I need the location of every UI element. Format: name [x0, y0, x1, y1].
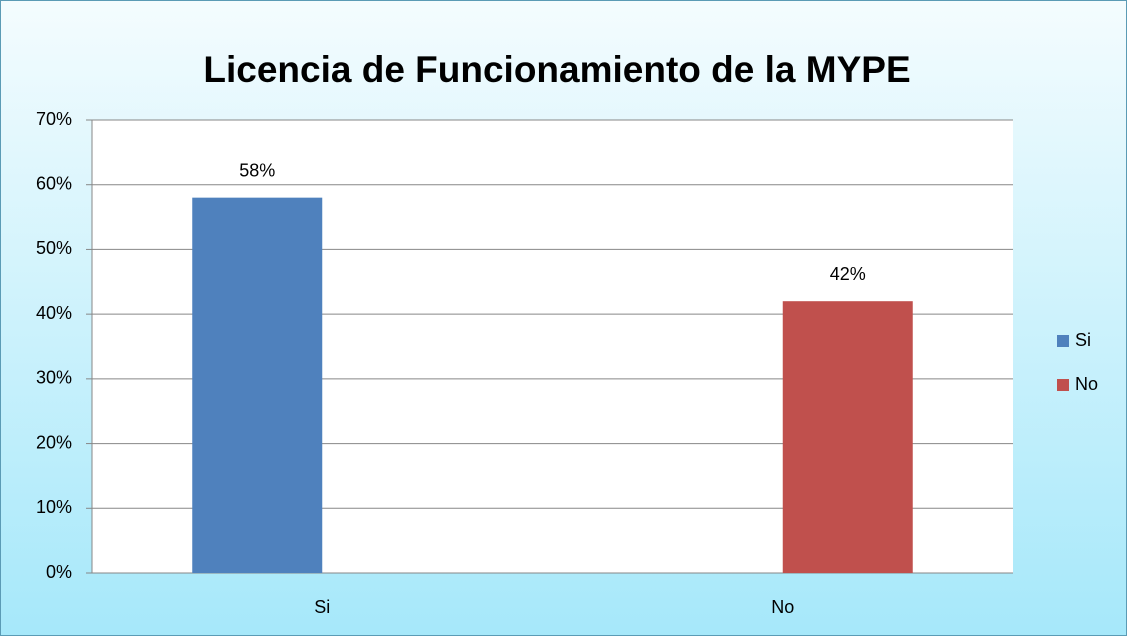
y-tick-label: 0% [46, 562, 72, 582]
y-tick-label: 30% [36, 368, 72, 388]
y-tick-label: 50% [36, 238, 72, 258]
x-tick-label: Si [314, 597, 330, 617]
legend-swatch [1057, 335, 1069, 347]
x-tick-label: No [771, 597, 794, 617]
bar [192, 197, 323, 573]
chart-title: Licencia de Funcionamiento de la MYPE [203, 49, 910, 90]
legend-label: Si [1075, 330, 1091, 350]
y-tick-label: 70% [36, 109, 72, 129]
bar [782, 301, 913, 573]
data-label: 42% [830, 264, 866, 284]
y-tick-label: 20% [36, 432, 72, 452]
legend-label: No [1075, 374, 1098, 394]
y-tick-label: 40% [36, 303, 72, 323]
data-label: 58% [239, 160, 275, 180]
y-tick-label: 60% [36, 173, 72, 193]
legend-swatch [1057, 379, 1069, 391]
y-tick-label: 10% [36, 497, 72, 517]
